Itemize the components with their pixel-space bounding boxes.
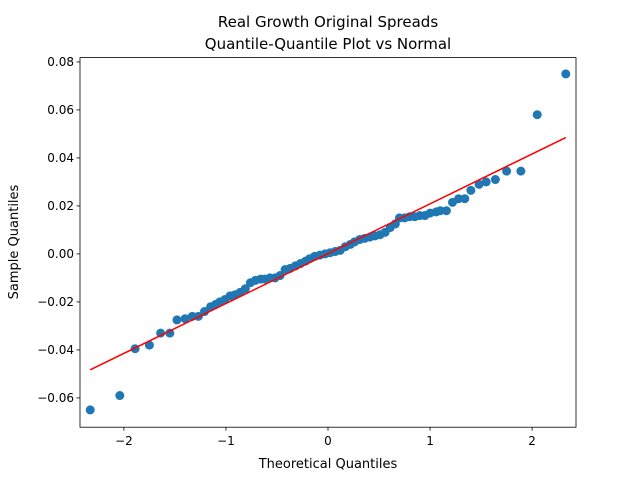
x-tick-label: 2 [528, 434, 536, 448]
point [441, 206, 451, 216]
x-tick-label: 1 [426, 434, 434, 448]
point [144, 340, 154, 350]
point [460, 194, 470, 204]
y-tick-label: −0.02 [37, 295, 74, 309]
point [561, 69, 571, 79]
x-tick-label: −2 [115, 434, 133, 448]
point [490, 175, 500, 185]
y-axis-label: Sample Quantiles [7, 184, 22, 299]
x-axis-label: Theoretical Quantiles [258, 457, 398, 472]
point [474, 179, 484, 189]
point [85, 405, 95, 415]
point [516, 166, 526, 176]
point [115, 391, 125, 401]
point [180, 314, 190, 324]
point [502, 166, 512, 176]
chart-title: Quantile-Quantile Plot vs Normal [205, 35, 451, 53]
x-tick-label: −1 [217, 434, 235, 448]
plot-frame [79, 57, 577, 428]
y-tick-label: −0.06 [37, 391, 74, 405]
y-tick-label: 0.04 [47, 151, 74, 165]
point [532, 110, 542, 120]
y-tick-label: 0.08 [47, 55, 74, 69]
y-tick-label: −0.04 [37, 343, 74, 357]
y-tick-label: 0.02 [47, 199, 74, 213]
point [156, 328, 166, 338]
reference-line [89, 136, 567, 371]
point [200, 307, 210, 317]
y-tick-label: 0.06 [47, 103, 74, 117]
point [481, 177, 491, 187]
point [466, 185, 476, 195]
chart-title: Real Growth Original Spreads [218, 13, 438, 31]
point [165, 328, 175, 338]
y-tick-label: 0.00 [47, 247, 74, 261]
point [172, 315, 182, 325]
point [240, 284, 250, 294]
x-tick-label: 0 [324, 434, 332, 448]
